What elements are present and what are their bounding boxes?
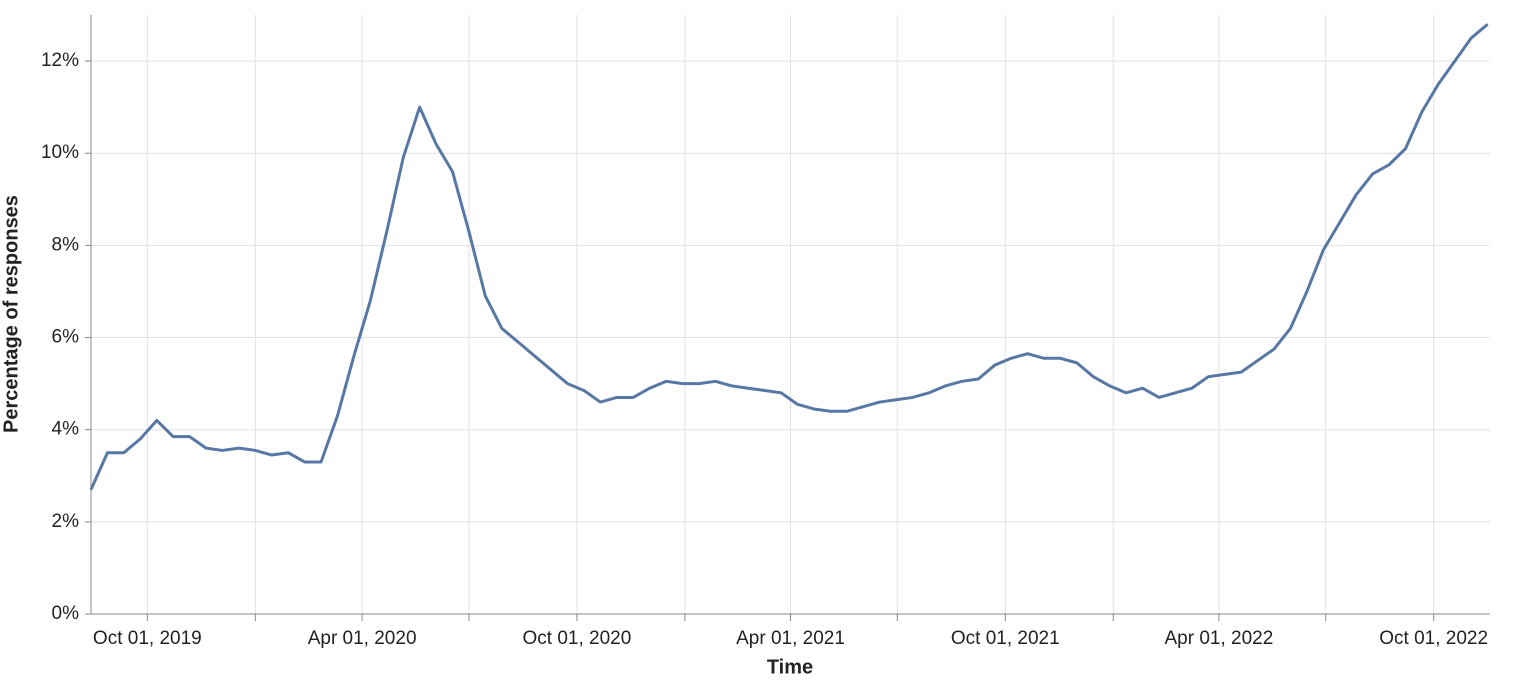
y-tick-label: 10% — [41, 142, 79, 163]
x-axis-title: Time — [767, 656, 813, 678]
data-line — [89, 23, 1489, 491]
y-tick-label: 6% — [52, 327, 80, 348]
y-tick-label: 0% — [52, 603, 80, 624]
x-tick-label: Apr 01, 2020 — [308, 628, 417, 649]
y-axis-title: Percentage of responses — [0, 195, 22, 433]
x-tick-label: Apr 01, 2022 — [1164, 628, 1273, 649]
y-tick-label: 8% — [52, 234, 80, 255]
x-tick-label: Oct 01, 2022 — [1379, 628, 1488, 649]
x-tick-label: Apr 01, 2021 — [736, 628, 845, 649]
y-tick-label: 4% — [52, 419, 80, 440]
y-tick-label: 12% — [41, 50, 79, 71]
y-tick-label: 2% — [52, 511, 80, 532]
x-tick-label: Oct 01, 2019 — [93, 628, 202, 649]
x-tick-label: Oct 01, 2021 — [951, 628, 1060, 649]
x-tick-label: Oct 01, 2020 — [522, 628, 631, 649]
